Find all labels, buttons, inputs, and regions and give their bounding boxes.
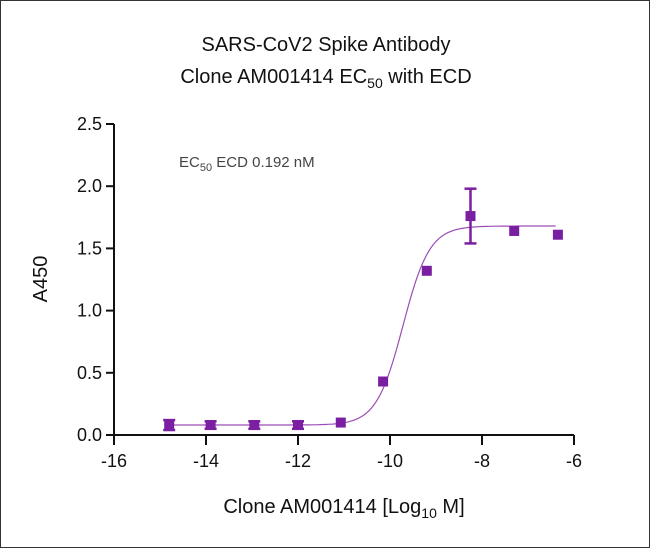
y-axis-label: A450 [30,256,52,303]
x-tick-label: -6 [566,451,582,471]
y-tick-label: 2.0 [77,176,102,196]
x-tick-label: -10 [377,451,403,471]
y-tick-label: 1.5 [77,238,102,258]
data-point-marker [205,420,216,431]
x-tick-label: -16 [101,451,127,471]
data-point-marker [421,265,432,276]
data-point-marker [509,225,520,236]
x-tick-label: -12 [285,451,311,471]
chart-title-line1: SARS-CoV2 Spike Antibody [201,34,450,56]
x-tick-label: -8 [474,451,490,471]
fit-curve [169,225,556,426]
y-tick-label: 1.0 [77,301,102,321]
x-axis: -16 -14 -12 -10 -8 -6 [101,434,582,471]
y-tick-label: 0.0 [77,425,102,445]
data-points [163,187,563,432]
ec50-annotation: EC50 ECD 0.192 nM [179,154,315,174]
data-point-marker [293,420,303,431]
y-tick-label: 0.5 [77,363,102,383]
chart-title-line2: Clone AM001414 EC50 with ECD [180,66,471,91]
x-axis-label: Clone AM001414 [Log10 M] [223,496,464,521]
y-tick-label: 2.5 [77,114,102,134]
data-point-marker [378,376,389,387]
data-point-marker [335,417,346,428]
data-point-marker [465,211,476,222]
data-point-marker [552,229,563,240]
x-tick-label: -14 [193,451,219,471]
y-axis: 0.0 0.5 1.0 1.5 2.0 2.5 [77,114,115,445]
data-point-marker [249,420,260,431]
data-point-marker [164,420,175,431]
